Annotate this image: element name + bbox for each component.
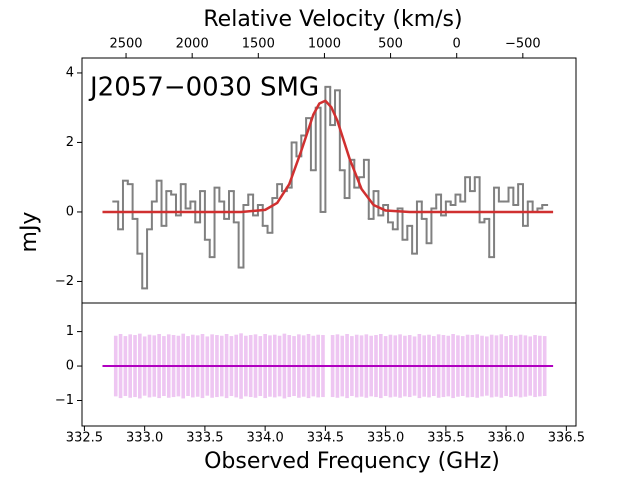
x-tick-label: 332.5	[66, 431, 103, 446]
x-tick-label: 333.0	[126, 431, 163, 446]
x2-tick-label: 1000	[308, 37, 341, 52]
x-tick-label: 334.0	[247, 431, 284, 446]
top-axis-label: Relative Velocity (km/s)	[203, 7, 462, 32]
residual-y-tick-label: 1	[66, 324, 74, 339]
x-tick-label: 335.0	[367, 431, 404, 446]
x-tick-label: 336.5	[548, 431, 585, 446]
y-tick-label: 4	[66, 65, 74, 80]
x-tick-label: 336.0	[488, 431, 525, 446]
x2-tick-label: 2000	[176, 37, 209, 52]
x-tick-label: 333.5	[186, 431, 223, 446]
y-tick-label: −2	[55, 274, 74, 289]
bottom-panel-frame	[81, 302, 577, 427]
y-tick-label: 0	[66, 204, 74, 219]
x2-tick-label: −500	[505, 37, 541, 52]
residual-y-tick-label: −1	[55, 393, 74, 408]
x-tick-label: 335.5	[427, 431, 464, 446]
x-tick-label: 334.5	[307, 431, 344, 446]
x2-tick-label: 2500	[109, 37, 142, 52]
x-axis-label: Observed Frequency (GHz)	[204, 449, 500, 474]
x2-tick-label: 1500	[242, 37, 275, 52]
x2-tick-label: 0	[453, 37, 461, 52]
y-axis-label: mJy	[17, 212, 42, 253]
fit-line	[102, 99, 554, 214]
x2-tick-label: 500	[378, 37, 403, 52]
residual-y-tick-label: 0	[66, 359, 74, 374]
y-tick-label: 2	[66, 135, 74, 150]
annotation: J2057−0030 SMG	[88, 73, 319, 103]
